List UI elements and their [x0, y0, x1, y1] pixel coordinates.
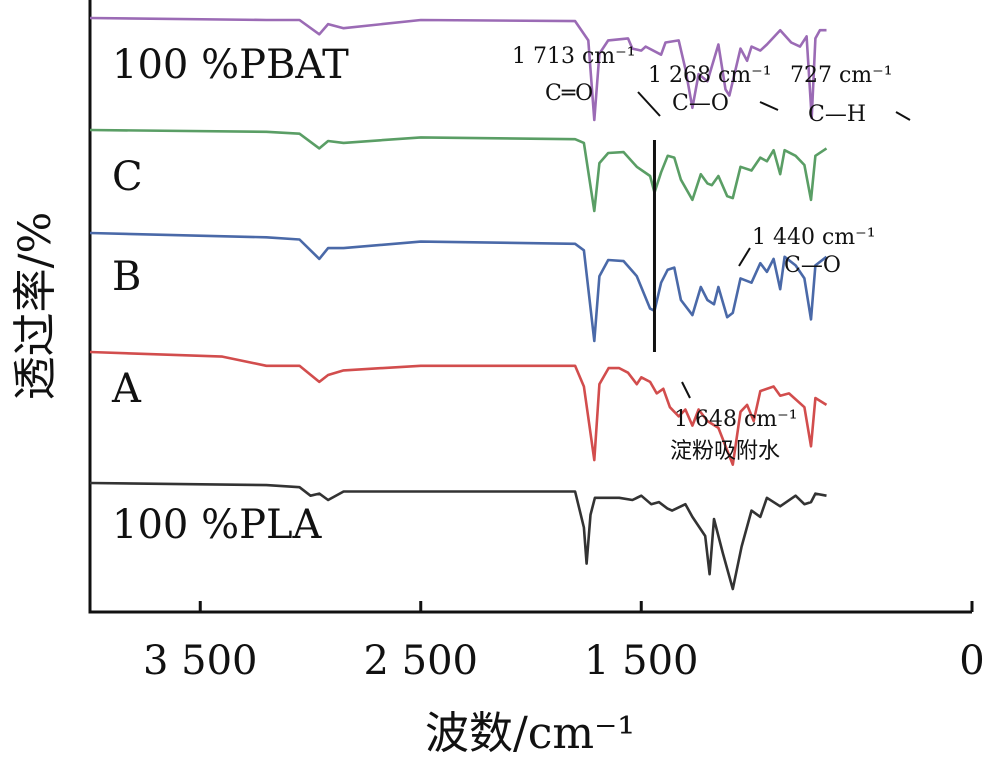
series-line-4	[89, 481, 827, 591]
annotation-1-line1: 1 268 cm⁻¹	[648, 63, 772, 88]
series-label-2: B	[112, 254, 141, 300]
annotation-4-line1: 1 648 cm⁻¹	[674, 407, 798, 432]
annotation-2-line2: C—H	[808, 102, 866, 127]
annotation-1-leader	[759, 101, 779, 111]
x-tick-label-2: 1 500	[584, 638, 699, 684]
annotation-3-line2: C—O	[784, 253, 841, 278]
x-tick-label-1: 2 500	[363, 638, 478, 684]
annotation-0-line2: C═O	[545, 81, 593, 106]
x-tick-label-0: 3 500	[143, 638, 258, 684]
series-label-4: 100 %PLA	[112, 502, 323, 548]
series-line-0	[89, 16, 827, 122]
annotation-3-line1: 1 440 cm⁻¹	[752, 225, 876, 250]
annotation-0-leader	[637, 91, 661, 117]
annotation-3-leader	[738, 247, 751, 267]
x-tick-label-3: 0	[959, 638, 984, 684]
x-axis-title: 波数/cm⁻¹	[425, 708, 635, 759]
series-label-1: C	[112, 154, 143, 200]
annotation-4-leader	[681, 381, 691, 399]
annotation-4-line2: 淀粉吸附水	[670, 439, 780, 464]
series-line-3	[89, 350, 828, 466]
y-axis-title: 透过率/%	[10, 212, 61, 401]
annotation-1-line2: C—O	[672, 91, 729, 116]
series-line-2	[89, 231, 828, 343]
series-label-0: 100 %PBAT	[112, 42, 349, 88]
annotation-2-leader	[895, 111, 911, 121]
series-line-1	[89, 128, 828, 213]
annotation-0-line1: 1 713 cm⁻¹	[512, 44, 636, 69]
annotation-2-line1: 727 cm⁻¹	[790, 63, 893, 88]
series-label-3: A	[111, 366, 142, 412]
